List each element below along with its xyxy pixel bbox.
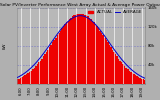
Bar — [23, 76, 24, 84]
Bar — [17, 79, 18, 84]
Bar — [138, 77, 139, 84]
Bar — [119, 61, 121, 84]
Bar — [109, 45, 110, 84]
Bar — [135, 75, 136, 84]
Bar — [49, 47, 50, 84]
Bar — [124, 66, 125, 84]
Bar — [27, 73, 29, 84]
Bar — [67, 20, 69, 84]
Text: kW: kW — [2, 43, 6, 49]
Bar — [89, 18, 90, 84]
Bar — [107, 42, 109, 84]
Bar — [53, 40, 55, 84]
Bar — [73, 15, 75, 84]
Bar — [101, 33, 103, 84]
Bar — [40, 61, 41, 84]
Bar — [136, 76, 138, 84]
Bar — [26, 74, 27, 84]
Bar — [20, 78, 21, 84]
Bar — [122, 64, 124, 84]
Bar — [21, 77, 23, 84]
Bar — [142, 79, 144, 84]
Bar — [38, 62, 40, 84]
Bar — [34, 68, 35, 84]
Bar — [96, 26, 98, 84]
Bar — [32, 69, 34, 84]
Bar — [106, 40, 107, 84]
Bar — [55, 38, 56, 84]
Bar — [70, 18, 72, 84]
Bar — [93, 22, 95, 84]
Bar — [144, 80, 145, 84]
Bar — [66, 22, 67, 84]
Bar — [64, 24, 66, 84]
Bar — [115, 54, 116, 84]
Title: Solar PV/Inverter Performance West Array Actual & Average Power Output: Solar PV/Inverter Performance West Array… — [0, 3, 160, 7]
Bar — [112, 50, 113, 84]
Bar — [110, 47, 112, 84]
Bar — [56, 35, 58, 84]
Bar — [75, 15, 76, 84]
Bar — [80, 14, 81, 84]
Bar — [127, 69, 128, 84]
Bar — [78, 14, 80, 84]
Bar — [61, 28, 63, 84]
Bar — [81, 14, 83, 84]
Bar — [95, 24, 96, 84]
Bar — [139, 78, 141, 84]
Bar — [87, 16, 89, 84]
Legend: ACTUAL, AVERAGE: ACTUAL, AVERAGE — [88, 10, 143, 15]
Bar — [29, 72, 31, 84]
Bar — [90, 19, 92, 84]
Bar — [72, 16, 73, 84]
Bar — [69, 19, 70, 84]
Bar — [121, 62, 122, 84]
Bar — [84, 15, 86, 84]
Bar — [24, 75, 26, 84]
Bar — [113, 52, 115, 84]
Bar — [58, 33, 60, 84]
Bar — [118, 58, 119, 84]
Bar — [44, 54, 46, 84]
Bar — [83, 14, 84, 84]
Bar — [103, 35, 104, 84]
Bar — [50, 45, 52, 84]
Bar — [31, 71, 32, 84]
Bar — [86, 15, 87, 84]
Bar — [43, 56, 44, 84]
Bar — [18, 79, 20, 84]
Bar — [128, 71, 130, 84]
Bar — [132, 73, 133, 84]
Bar — [63, 26, 64, 84]
Bar — [116, 56, 118, 84]
Bar — [35, 66, 37, 84]
Bar — [99, 30, 101, 84]
Bar — [46, 52, 47, 84]
Bar — [52, 42, 53, 84]
Bar — [60, 30, 61, 84]
Bar — [130, 72, 132, 84]
Bar — [133, 74, 135, 84]
Bar — [47, 50, 49, 84]
Bar — [41, 58, 43, 84]
Bar — [104, 38, 106, 84]
Bar — [76, 14, 78, 84]
Bar — [92, 20, 93, 84]
Bar — [141, 79, 142, 84]
Bar — [37, 64, 38, 84]
Bar — [125, 68, 127, 84]
Bar — [98, 28, 99, 84]
